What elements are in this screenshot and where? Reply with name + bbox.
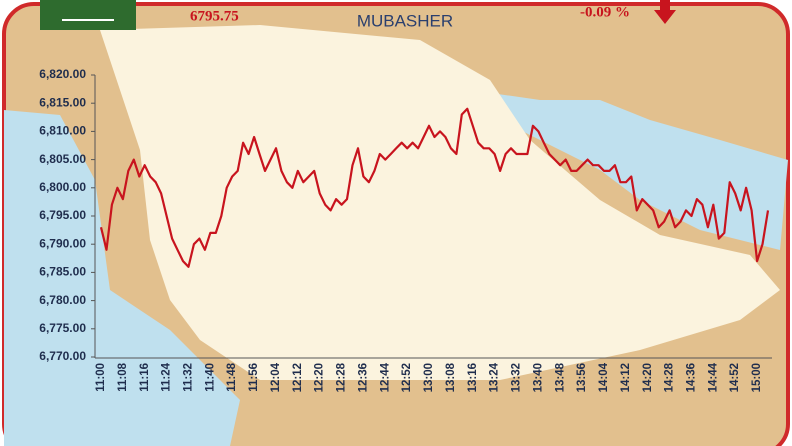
brand-logo: MUBASHER bbox=[357, 11, 453, 30]
sea-gulf bbox=[470, 90, 788, 250]
x-tick-label: 13:48 bbox=[554, 362, 566, 392]
y-tick-label: 6,805.00 bbox=[39, 152, 86, 166]
x-tick-label: 11:16 bbox=[139, 363, 151, 392]
x-tick-label: 12:52 bbox=[401, 363, 413, 392]
x-tick-label: 13:56 bbox=[576, 363, 588, 392]
x-tick-label: 14:20 bbox=[642, 363, 654, 392]
y-tick-label: 6,815.00 bbox=[39, 95, 86, 109]
y-tick-label: 6,770.00 bbox=[39, 349, 86, 363]
y-tick-label: 6,775.00 bbox=[39, 321, 86, 335]
x-tick-label: 11:24 bbox=[161, 362, 173, 391]
x-tick-label: 13:24 bbox=[489, 362, 501, 392]
price-line bbox=[99, 107, 770, 268]
y-tick-label: 6,790.00 bbox=[39, 236, 86, 250]
x-tick-label: 11:00 bbox=[95, 363, 107, 392]
x-tick-label: 11:32 bbox=[183, 363, 195, 392]
x-tick-label: 14:12 bbox=[620, 363, 632, 392]
x-tick-label: 14:04 bbox=[598, 362, 610, 392]
y-tick-label: 6,785.00 bbox=[39, 265, 86, 279]
x-tick-label: 11:08 bbox=[117, 362, 129, 391]
y-tick-label: 6,810.00 bbox=[39, 124, 86, 138]
x-tick-label: 15:00 bbox=[751, 363, 763, 392]
x-tick-label: 12:20 bbox=[314, 363, 326, 392]
y-tick-label: 6,795.00 bbox=[39, 208, 86, 222]
y-tick-label: 6,800.00 bbox=[39, 180, 86, 194]
change: -0.09 % bbox=[580, 4, 630, 20]
y-tick-label: 6,780.00 bbox=[39, 293, 86, 307]
x-tick-label: 14:44 bbox=[707, 362, 719, 392]
x-tick-label: 13:32 bbox=[511, 363, 523, 392]
x-tick-label: 13:40 bbox=[532, 363, 544, 392]
x-tick-label: 12:36 bbox=[357, 363, 369, 392]
x-tick-label: 11:56 bbox=[248, 363, 260, 392]
flag bbox=[40, 0, 136, 30]
x-tick-label: 11:40 bbox=[204, 363, 216, 392]
x-tick-label: 13:08 bbox=[445, 362, 457, 392]
x-tick-label: 14:36 bbox=[685, 363, 697, 392]
down-arrow bbox=[654, 0, 676, 24]
x-tick-label: 12:04 bbox=[270, 362, 282, 392]
x-tick-label: 14:28 bbox=[664, 362, 676, 392]
y-tick-label: 6,820.00 bbox=[39, 67, 86, 81]
x-tick-label: 13:00 bbox=[423, 363, 435, 392]
x-tick-label: 11:48 bbox=[226, 362, 238, 391]
sea-red-sea bbox=[4, 110, 240, 446]
x-tick-label: 12:12 bbox=[292, 363, 304, 392]
x-tick-label: 12:28 bbox=[336, 362, 348, 392]
x-tick-label: 14:52 bbox=[729, 363, 741, 392]
map-peninsula bbox=[100, 25, 780, 380]
x-tick-label: 12:44 bbox=[379, 362, 391, 392]
x-tick-label: 13:16 bbox=[467, 363, 479, 392]
price: 6795.75 bbox=[190, 8, 239, 24]
